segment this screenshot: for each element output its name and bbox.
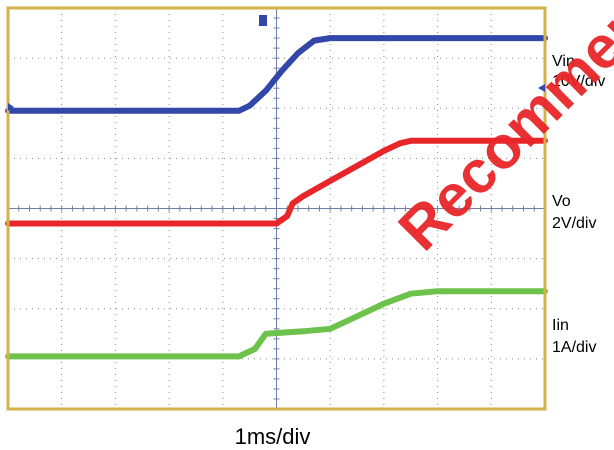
vin-label: Vin — [552, 53, 575, 70]
vo-scale-label: 2V/div — [552, 215, 597, 232]
vo-label: Vo — [552, 193, 571, 210]
vin-scale-label: 10V/div — [552, 73, 606, 90]
ch-left-ref-marker-icon — [8, 103, 14, 111]
traces — [5, 35, 548, 360]
iin-scale-label: 1A/div — [552, 339, 597, 356]
trace-vin — [5, 35, 548, 114]
trigger-marker-icon — [259, 15, 267, 26]
plot-frame — [6, 6, 547, 411]
ch1-ground-marker-icon — [538, 84, 545, 92]
trace-iin — [5, 288, 548, 360]
iin-label: Iin — [552, 317, 569, 334]
trace-vo — [5, 137, 548, 227]
x-axis-label: 1ms/div — [234, 424, 311, 449]
